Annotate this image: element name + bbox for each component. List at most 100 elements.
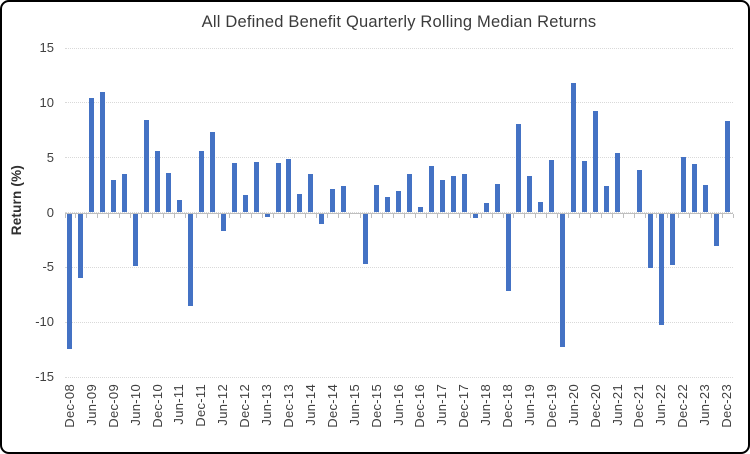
- axis-tick: [622, 213, 624, 218]
- bar: [396, 190, 401, 213]
- axis-tick: [480, 213, 482, 218]
- bar: [122, 174, 128, 213]
- axis-tick: [316, 213, 318, 218]
- axis-tick: [108, 213, 110, 218]
- bar: [417, 207, 423, 213]
- bar: [724, 121, 730, 213]
- bar: [231, 163, 237, 213]
- x-tick-label: Dec-16: [412, 384, 428, 428]
- x-tick-label: Jun-21: [609, 384, 625, 426]
- y-tick-label: 15: [39, 40, 54, 55]
- bar: [669, 213, 675, 266]
- x-tick-label: Jun-15: [346, 384, 362, 426]
- x-tick-label: Jun-17: [434, 384, 450, 426]
- y-tick-label: -5: [42, 259, 54, 275]
- bar: [494, 183, 500, 213]
- bar: [242, 194, 248, 213]
- axis-tick: [699, 213, 701, 218]
- bar: [176, 200, 182, 213]
- axis-tick: [130, 213, 132, 218]
- axis-tick: [546, 213, 548, 218]
- bar: [428, 166, 434, 213]
- axis-tick: [414, 213, 416, 218]
- bar: [89, 98, 95, 213]
- bar: [516, 123, 522, 213]
- bar: [286, 158, 292, 213]
- x-tick-label: Dec-18: [500, 384, 515, 428]
- bar: [636, 169, 642, 213]
- y-tick-label: -15: [35, 369, 54, 384]
- bar: [209, 132, 215, 213]
- axis-tick: [590, 213, 592, 218]
- axis-tick: [141, 213, 143, 218]
- bar: [702, 185, 708, 213]
- axis-tick: [436, 213, 438, 218]
- gridline: [64, 157, 733, 159]
- bar: [549, 159, 555, 213]
- bar: [275, 163, 281, 213]
- axis-tick: [338, 213, 340, 218]
- axis-tick: [644, 213, 646, 218]
- bar: [166, 173, 172, 213]
- axis-tick: [393, 213, 395, 218]
- gridline: [64, 47, 733, 49]
- axis-tick: [535, 213, 537, 218]
- gridline: [64, 266, 733, 268]
- x-tick-label: Dec-12: [237, 384, 253, 428]
- bar: [319, 213, 325, 225]
- y-tick-label: 10: [39, 94, 54, 110]
- axis-tick: [601, 213, 603, 218]
- bar: [264, 213, 270, 217]
- chart-title: All Defined Benefit Quarterly Rolling Me…: [201, 13, 597, 31]
- axis-tick: [382, 213, 384, 218]
- x-tick-label: Dec-17: [456, 384, 472, 428]
- x-tick-label: Dec-11: [193, 384, 209, 427]
- x-tick-label: Jun-11: [171, 384, 187, 425]
- axis-tick: [75, 213, 77, 218]
- bar: [133, 213, 139, 267]
- x-tick-label: Dec-20: [587, 384, 603, 428]
- axis-tick: [447, 213, 449, 218]
- bar: [571, 83, 577, 213]
- x-tick-label: Jun-22: [653, 384, 669, 426]
- bar: [406, 174, 412, 213]
- axis-tick: [633, 213, 635, 218]
- axis-tick: [64, 213, 66, 218]
- axis-tick: [458, 213, 460, 218]
- x-tick-label: Dec-22: [675, 384, 691, 428]
- axis-tick: [360, 213, 362, 218]
- axis-tick: [502, 213, 504, 218]
- y-tick-label: -10: [35, 314, 54, 330]
- axis-tick: [524, 213, 526, 218]
- gridline: [64, 102, 733, 104]
- bar: [100, 91, 106, 213]
- bar: [538, 201, 544, 213]
- x-tick-label: Jun-14: [302, 384, 318, 426]
- bar: [472, 213, 478, 218]
- bar: [527, 176, 533, 213]
- bar: [374, 185, 380, 213]
- x-tick-label: Jun-12: [215, 384, 231, 426]
- bar: [450, 176, 456, 213]
- axis-tick: [294, 213, 296, 218]
- axis-tick: [184, 213, 186, 218]
- axis-tick: [174, 213, 175, 218]
- y-tick-label: 5: [46, 149, 54, 165]
- axis-tick: [250, 213, 252, 218]
- axis-tick: [217, 213, 219, 218]
- axis-tick: [469, 213, 471, 218]
- bar: [363, 213, 369, 264]
- x-tick-label: Dec-19: [543, 384, 559, 428]
- bar: [593, 110, 599, 213]
- x-tick-label: Jun-18: [478, 384, 494, 426]
- axis-tick: [721, 213, 723, 218]
- bar: [78, 213, 84, 279]
- axis-tick: [732, 213, 734, 218]
- bar: [604, 186, 610, 213]
- x-axis-line: [64, 212, 733, 214]
- y-tick-label: 0: [46, 204, 54, 220]
- bar: [198, 151, 204, 213]
- axis-tick: [261, 213, 263, 218]
- x-tick-label: Dec-15: [368, 384, 384, 428]
